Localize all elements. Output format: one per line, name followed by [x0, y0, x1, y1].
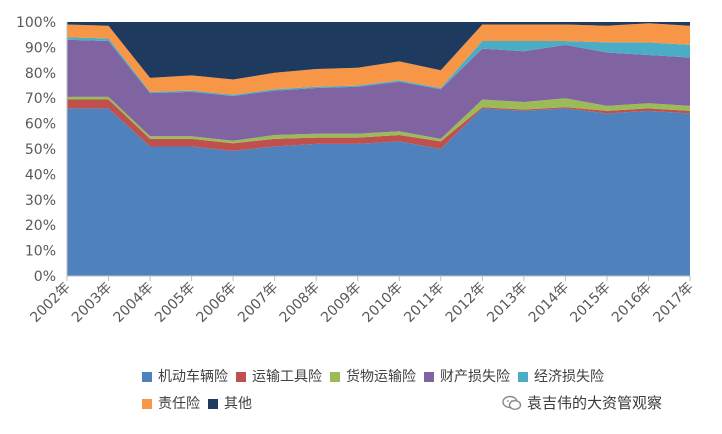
- series-area-1: [67, 99, 690, 151]
- x-tick-label: 2008年: [277, 280, 323, 326]
- series-area-5: [67, 23, 690, 95]
- legend-item: 其他: [208, 391, 252, 417]
- series-area-3: [67, 39, 690, 141]
- legend-label: 其他: [224, 396, 252, 412]
- chat-bubble-icon: [502, 395, 522, 410]
- x-tick-label: 2016年: [609, 280, 655, 326]
- legend-label: 货物运输险: [346, 369, 416, 385]
- series-area-6: [67, 22, 690, 80]
- x-tick-label: 2002年: [27, 280, 73, 326]
- legend-swatch: [208, 399, 218, 409]
- x-tick-label: 2011年: [401, 280, 447, 326]
- watermark: 袁吉伟的大资管观察: [502, 392, 662, 413]
- x-tick-label: 2012年: [443, 280, 489, 326]
- y-tick-label: 40%: [25, 167, 56, 183]
- legend-item: 机动车辆险: [142, 364, 228, 390]
- y-tick-label: 50%: [25, 142, 56, 158]
- stacked-area-chart: 0%10%20%30%40%50%60%70%80%90%100%2002年20…: [16, 15, 697, 326]
- y-tick-label: 10%: [25, 244, 56, 260]
- y-tick-label: 30%: [25, 193, 56, 209]
- legend-swatch: [236, 372, 246, 382]
- y-tick-label: 100%: [16, 15, 56, 31]
- x-tick-label: 2005年: [152, 280, 198, 326]
- legend-label: 财产损失险: [440, 369, 510, 385]
- y-tick-label: 70%: [25, 91, 56, 107]
- x-tick-label: 2010年: [360, 280, 406, 326]
- legend-swatch: [424, 372, 434, 382]
- legend-swatch: [142, 372, 152, 382]
- series-area-0: [67, 108, 690, 276]
- legend-label: 经济损失险: [534, 369, 604, 385]
- legend-item: 运输工具险: [236, 364, 322, 390]
- legend: 机动车辆险 运输工具险 货物运输险 财产损失险 经济损失险责任险 其他: [142, 364, 612, 418]
- legend-swatch: [330, 372, 340, 382]
- x-tick-label: 2007年: [235, 280, 281, 326]
- watermark-text: 袁吉伟的大资管观察: [527, 394, 663, 412]
- y-tick-label: 90%: [25, 40, 56, 56]
- y-tick-label: 0%: [34, 269, 56, 285]
- y-tick-label: 20%: [25, 218, 56, 234]
- x-tick-label: 2017年: [650, 280, 696, 326]
- legend-swatch: [142, 399, 152, 409]
- x-tick-label: 2006年: [194, 280, 240, 326]
- x-tick-label: 2013年: [484, 280, 530, 326]
- series-area-2: [67, 96, 690, 144]
- x-tick-label: 2009年: [318, 280, 364, 326]
- legend-label: 运输工具险: [252, 369, 322, 385]
- y-tick-label: 60%: [25, 117, 56, 133]
- series-area-4: [67, 37, 690, 97]
- y-tick-label: 80%: [25, 66, 56, 82]
- legend-item: 责任险: [142, 391, 200, 417]
- legend-swatch: [518, 372, 528, 382]
- legend-item: 货物运输险: [330, 364, 416, 390]
- legend-item: 经济损失险: [518, 364, 604, 390]
- x-tick-label: 2014年: [526, 280, 572, 326]
- legend-label: 机动车辆险: [158, 369, 228, 385]
- legend-label: 责任险: [158, 396, 200, 412]
- x-tick-label: 2003年: [69, 280, 115, 326]
- x-tick-label: 2015年: [567, 280, 613, 326]
- x-tick-label: 2004年: [110, 280, 156, 326]
- legend-item: 财产损失险: [424, 364, 510, 390]
